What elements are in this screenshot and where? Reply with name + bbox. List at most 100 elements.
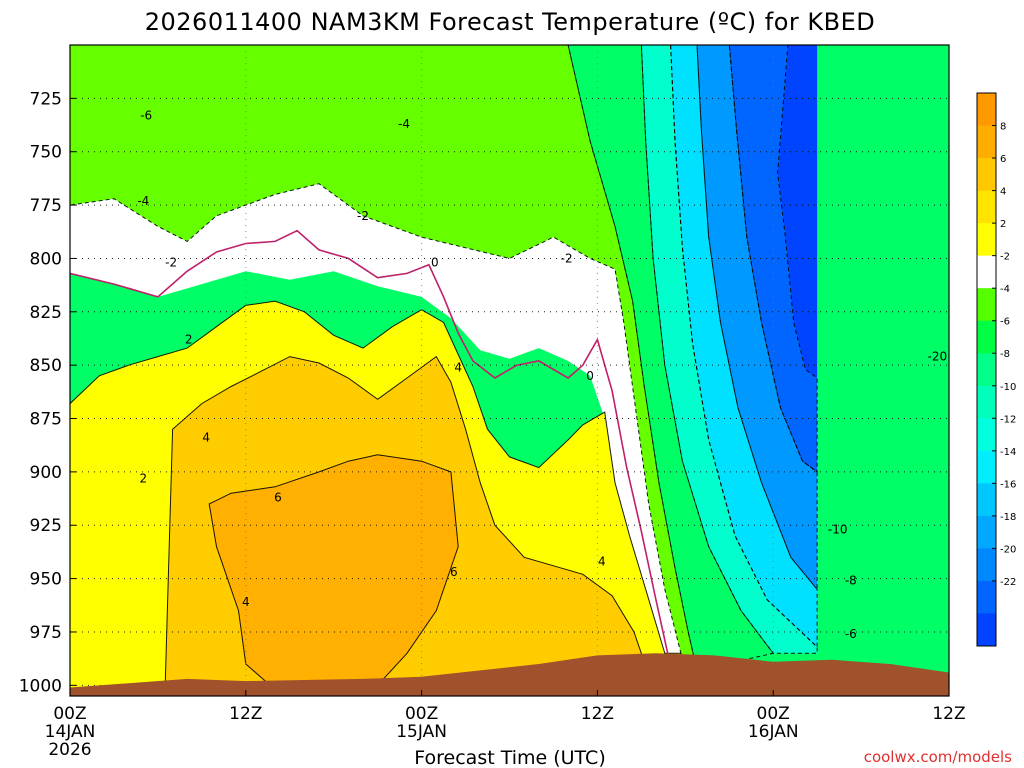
contour-label: -2 xyxy=(357,209,369,223)
y-tick-label: 850 xyxy=(30,356,62,376)
contour-line xyxy=(696,45,818,591)
credit-text: coolwx.com/models xyxy=(864,748,1012,766)
contour-label: 4 xyxy=(598,555,606,569)
contour-label: 4 xyxy=(242,595,250,609)
x-tick-label: 00Z xyxy=(53,704,86,724)
x-tick-label: 15JAN xyxy=(396,722,447,742)
colorbar-swatch xyxy=(977,223,996,257)
terrain-ground xyxy=(70,653,949,696)
colorbar-swatch xyxy=(977,190,996,224)
colorbar-tick-label: -20 xyxy=(1000,544,1016,555)
y-tick-label: 950 xyxy=(30,570,62,590)
colorbar-tick-label: -12 xyxy=(1000,414,1016,425)
temperature-band-m4-to-m2 xyxy=(70,45,697,671)
temperature-band-m14-to-m12 xyxy=(670,45,818,647)
x-tick-label: 16JAN xyxy=(748,722,799,742)
contour-line xyxy=(567,45,775,671)
contour-line xyxy=(70,300,686,696)
contour-label: 4 xyxy=(202,431,210,445)
colorbar-tick-label: -8 xyxy=(1000,349,1010,360)
colorbar-swatch xyxy=(977,320,996,354)
temperature-band-m18-to-m14 xyxy=(697,45,818,590)
x-axis-label: Forecast Time (UTC) xyxy=(414,747,605,768)
x-tick-label: 12Z xyxy=(932,704,965,724)
temperature-band-m2-to-2 xyxy=(70,183,681,654)
colorbar-tick-label: 2 xyxy=(1000,219,1006,230)
colorbar-swatch xyxy=(977,548,996,582)
colorbar-tick-label: -22 xyxy=(1000,577,1016,588)
x-tick-label: 2026 xyxy=(48,740,91,760)
temperature-band-m24-to-m20 xyxy=(777,45,818,378)
contour-label: 4 xyxy=(454,360,462,374)
y-tick-label: 875 xyxy=(30,410,62,430)
freezing-line xyxy=(70,229,675,671)
contour-label: -6 xyxy=(845,627,857,641)
colorbar-tick-label: -18 xyxy=(1000,512,1016,523)
colorbar-swatch xyxy=(977,288,996,322)
contour-label: -4 xyxy=(398,117,410,131)
contour-label: 0 xyxy=(431,256,439,270)
colorbar-swatch xyxy=(977,385,996,419)
colorbar-swatch xyxy=(977,418,996,452)
y-tick-label: 975 xyxy=(30,623,62,643)
plot-frame xyxy=(69,44,950,697)
x-tick-label: 12Z xyxy=(229,704,262,724)
contour-label: 6 xyxy=(274,491,282,505)
contour-line xyxy=(70,45,698,673)
colorbar-tick-label: -4 xyxy=(1000,284,1010,295)
contour-label: 0 xyxy=(586,369,594,383)
contour-line xyxy=(640,45,818,654)
contour-label: -8 xyxy=(845,574,857,588)
colorbar-tick-label: -14 xyxy=(1000,447,1016,458)
colorbar-frame xyxy=(976,92,997,647)
colorbar-swatch xyxy=(977,580,996,614)
colorbar-tick-label: -6 xyxy=(1000,317,1010,328)
temperature-band-6-to-9 xyxy=(209,454,459,690)
colorbar-tick-label: 4 xyxy=(1000,187,1006,198)
contour-label: -4 xyxy=(137,194,149,208)
y-tick-label: 725 xyxy=(30,89,62,109)
y-tick-label: 900 xyxy=(30,463,62,483)
colorbar-swatch xyxy=(977,125,996,159)
x-tick-label: 00Z xyxy=(757,704,790,724)
contour-line xyxy=(208,454,459,691)
contour-label: -2 xyxy=(165,256,177,270)
colorbar-swatch xyxy=(977,483,996,517)
colorbar-tick-label: 6 xyxy=(1000,154,1006,165)
y-tick-label: 800 xyxy=(30,249,62,269)
y-tick-label: 775 xyxy=(30,196,62,216)
colorbar-swatch xyxy=(977,93,996,126)
contour-label: 2 xyxy=(185,333,193,347)
y-tick-label: 925 xyxy=(30,516,62,536)
x-tick-label: 00Z xyxy=(405,704,438,724)
contour-label: -10 xyxy=(828,523,848,537)
y-tick-label: 1000 xyxy=(19,676,62,696)
contour-label: 2 xyxy=(139,471,147,485)
contour-label: -6 xyxy=(140,108,152,122)
contour-label: -20 xyxy=(927,350,947,364)
x-tick-label: 12Z xyxy=(581,704,614,724)
colorbar-swatch xyxy=(977,255,996,289)
y-tick-label: 825 xyxy=(30,303,62,323)
y-tick-label: 750 xyxy=(30,143,62,163)
y-axis: 725 750 775 800 825 850 875 900 925 950 975 1000 xyxy=(19,89,76,696)
temperature-band-m8-to-m4 xyxy=(568,45,774,671)
colorbar-swatch xyxy=(977,158,996,191)
contour-label: 6 xyxy=(450,565,458,579)
x-tick-label: 14JAN xyxy=(45,722,96,742)
colorbar-swatch xyxy=(977,613,996,647)
temperature-band-m12-to-m8 xyxy=(641,45,818,654)
colorbar-tick-label: -2 xyxy=(1000,252,1010,263)
temperature-band-m20-to-m18 xyxy=(729,45,818,472)
colorbar-tick-label: -16 xyxy=(1000,479,1016,490)
contour-label: -2 xyxy=(561,251,573,265)
colorbar-swatch xyxy=(977,450,996,484)
colorbar-swatch xyxy=(977,353,996,387)
colorbar: 8 6 4 2 -2 -4 -6 -8 -10 -12 -14 -16 -18 -20 -22 xyxy=(976,92,1016,647)
colorbar-swatch xyxy=(977,515,996,549)
colorbar-tick-label: 8 xyxy=(1000,122,1006,133)
colorbar-tick-label: -10 xyxy=(1000,382,1016,393)
